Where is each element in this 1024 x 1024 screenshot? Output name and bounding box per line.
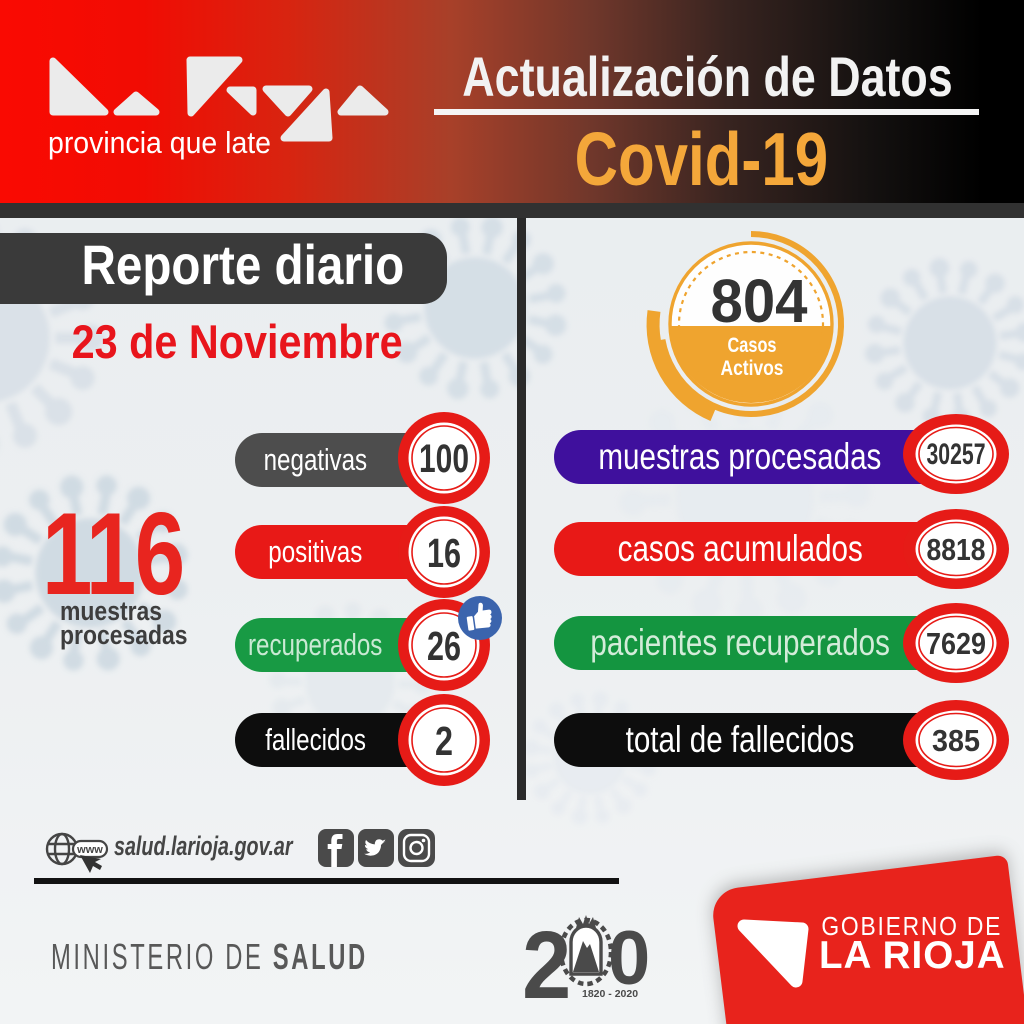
svg-text:www: www bbox=[76, 844, 103, 856]
svg-text:26: 26 bbox=[427, 623, 461, 669]
svg-text:8818: 8818 bbox=[927, 532, 986, 567]
svg-text:provincia que late: provincia que late bbox=[48, 125, 271, 160]
svg-text:385: 385 bbox=[932, 723, 980, 758]
svg-text:2: 2 bbox=[435, 718, 453, 764]
svg-text:16: 16 bbox=[427, 530, 461, 576]
svg-text:Activos: Activos bbox=[721, 357, 784, 380]
svg-text:Casos: Casos bbox=[728, 334, 777, 357]
svg-text:30257: 30257 bbox=[927, 438, 986, 471]
svg-text:0: 0 bbox=[608, 916, 650, 1001]
svg-text:7629: 7629 bbox=[926, 626, 986, 661]
svg-text:804: 804 bbox=[711, 267, 808, 335]
svg-text:1820 - 2020: 1820 - 2020 bbox=[582, 988, 638, 1000]
svg-text:100: 100 bbox=[419, 437, 469, 481]
